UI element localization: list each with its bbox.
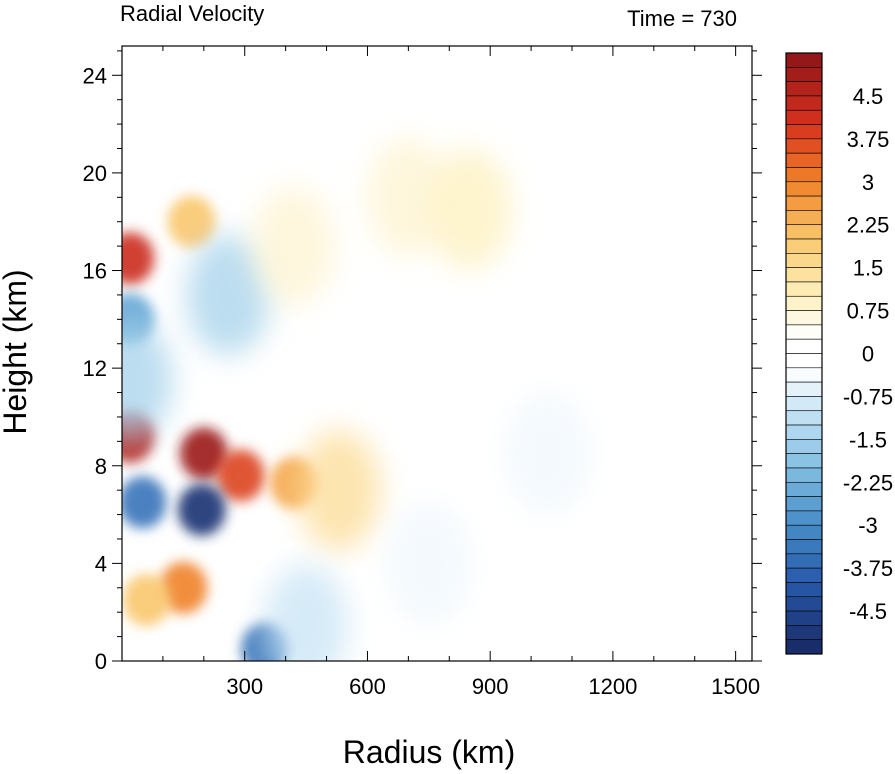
field-feature-14 — [167, 195, 216, 248]
colorbar-segment — [785, 439, 823, 454]
field-feature-13 — [264, 564, 349, 661]
colorbar-segment — [785, 453, 823, 469]
chart-subtitle: Time = 730 — [627, 6, 737, 31]
colorbar-label: 4.5 — [853, 84, 884, 109]
x-axis: 300 600 900 1200 1500 — [162, 46, 760, 699]
field-feature-17 — [366, 137, 451, 258]
colorbar-label: 3.75 — [847, 127, 890, 152]
colorbar-segment — [785, 524, 823, 540]
colorbar-label: -4.5 — [849, 599, 887, 624]
field-feature-0 — [179, 427, 228, 480]
colorbar-label: 2.25 — [847, 213, 890, 238]
colorbar-segment — [785, 181, 823, 197]
colorbar-segment — [785, 481, 823, 497]
field-feature-9 — [122, 320, 173, 441]
colorbar-segment — [785, 224, 823, 240]
field-feature-18 — [427, 149, 512, 270]
x-tick-label: 300 — [226, 674, 263, 699]
y-tick-label: 12 — [83, 356, 107, 381]
colorbar-segment — [785, 367, 823, 383]
colorbar-segment — [785, 81, 823, 97]
colorbar-segment — [785, 124, 823, 140]
colorbar-segment — [785, 67, 823, 82]
plot-frame — [121, 45, 753, 662]
colorbar-segment — [785, 95, 823, 111]
colorbar-segment — [785, 353, 823, 369]
colorbar-frame — [785, 52, 823, 655]
colorbar-label: 3 — [862, 170, 874, 195]
chart-title: Radial Velocity — [120, 1, 264, 26]
colorbar-segment — [785, 253, 823, 268]
colorbar-segment — [785, 195, 823, 211]
colorbar-segment — [785, 238, 823, 254]
colorbar-segment — [785, 424, 823, 440]
colorbar-segment — [785, 510, 823, 526]
colorbar-segment — [785, 338, 823, 354]
field-feature-1 — [216, 449, 265, 502]
colorbar-segment — [785, 396, 823, 412]
colorbar-segment — [785, 167, 823, 183]
colorbar: 4.5 3.75 3 2.25 1.5 0.75 0 -0.75 -1.5 -2.25 -3 -3.7… — [785, 52, 893, 655]
field-feature-7 — [122, 232, 155, 285]
x-axis-label: Radius (km) — [343, 734, 515, 770]
colorbar-segment — [785, 267, 823, 283]
colorbar-segment — [785, 52, 823, 68]
field-feature-3 — [296, 430, 381, 551]
field-feature-16 — [251, 186, 336, 307]
y-tick-label: 8 — [95, 454, 107, 479]
colorbar-segment — [785, 553, 823, 569]
field-feature-15 — [186, 234, 271, 355]
colorbar-segment — [785, 496, 823, 512]
colorbar-segment — [785, 467, 823, 483]
field-feature-20 — [386, 503, 471, 624]
colorbar-label: 1.5 — [853, 256, 884, 281]
x-tick-label: 1200 — [588, 674, 637, 699]
x-tick-label: 600 — [349, 674, 386, 699]
field-feature-19 — [505, 393, 590, 514]
colorbar-segment — [785, 152, 823, 168]
colorbar-segment — [785, 138, 823, 154]
y-axis: 0 4 8 12 16 20 24 — [83, 50, 762, 674]
colorbar-segment — [785, 539, 823, 555]
colorbar-label: -0.75 — [843, 384, 893, 409]
colorbar-segment — [785, 582, 823, 598]
colorbar-segment — [785, 610, 823, 626]
y-tick-label: 24 — [83, 63, 107, 88]
y-tick-label: 16 — [83, 259, 107, 284]
colorbar-segment — [785, 310, 823, 326]
colorbar-segment — [785, 109, 823, 125]
colorbar-label: -3.75 — [843, 556, 893, 581]
y-tick-label: 4 — [95, 551, 107, 576]
field-feature-5 — [122, 476, 167, 529]
field-feature-11 — [122, 573, 171, 626]
colorbar-label: 0.75 — [847, 299, 890, 324]
x-tick-label: 900 — [472, 674, 509, 699]
x-tick-label: 1500 — [711, 674, 760, 699]
colorbar-segment — [785, 295, 823, 311]
colorbar-segment — [785, 381, 823, 397]
colorbar-segment — [785, 596, 823, 612]
y-tick-label: 20 — [83, 161, 107, 186]
colorbar-segment — [785, 625, 823, 640]
colorbar-segment — [785, 639, 823, 655]
colorbar-label: -1.5 — [849, 427, 887, 452]
y-axis-label: Height (km) — [0, 269, 33, 434]
colorbar-label: -3 — [858, 513, 878, 538]
field-feature-10 — [159, 561, 208, 614]
velocity-field — [122, 137, 590, 661]
colorbar-segment — [785, 567, 823, 583]
colorbar-label: 0 — [862, 342, 874, 367]
field-feature-4 — [177, 483, 226, 536]
colorbar-label: -2.25 — [843, 470, 893, 495]
colorbar-segment — [785, 324, 823, 340]
colorbar-segment — [785, 410, 823, 426]
colorbar-segment — [785, 281, 823, 297]
y-tick-label: 0 — [95, 649, 107, 674]
colorbar-segment — [785, 210, 823, 226]
